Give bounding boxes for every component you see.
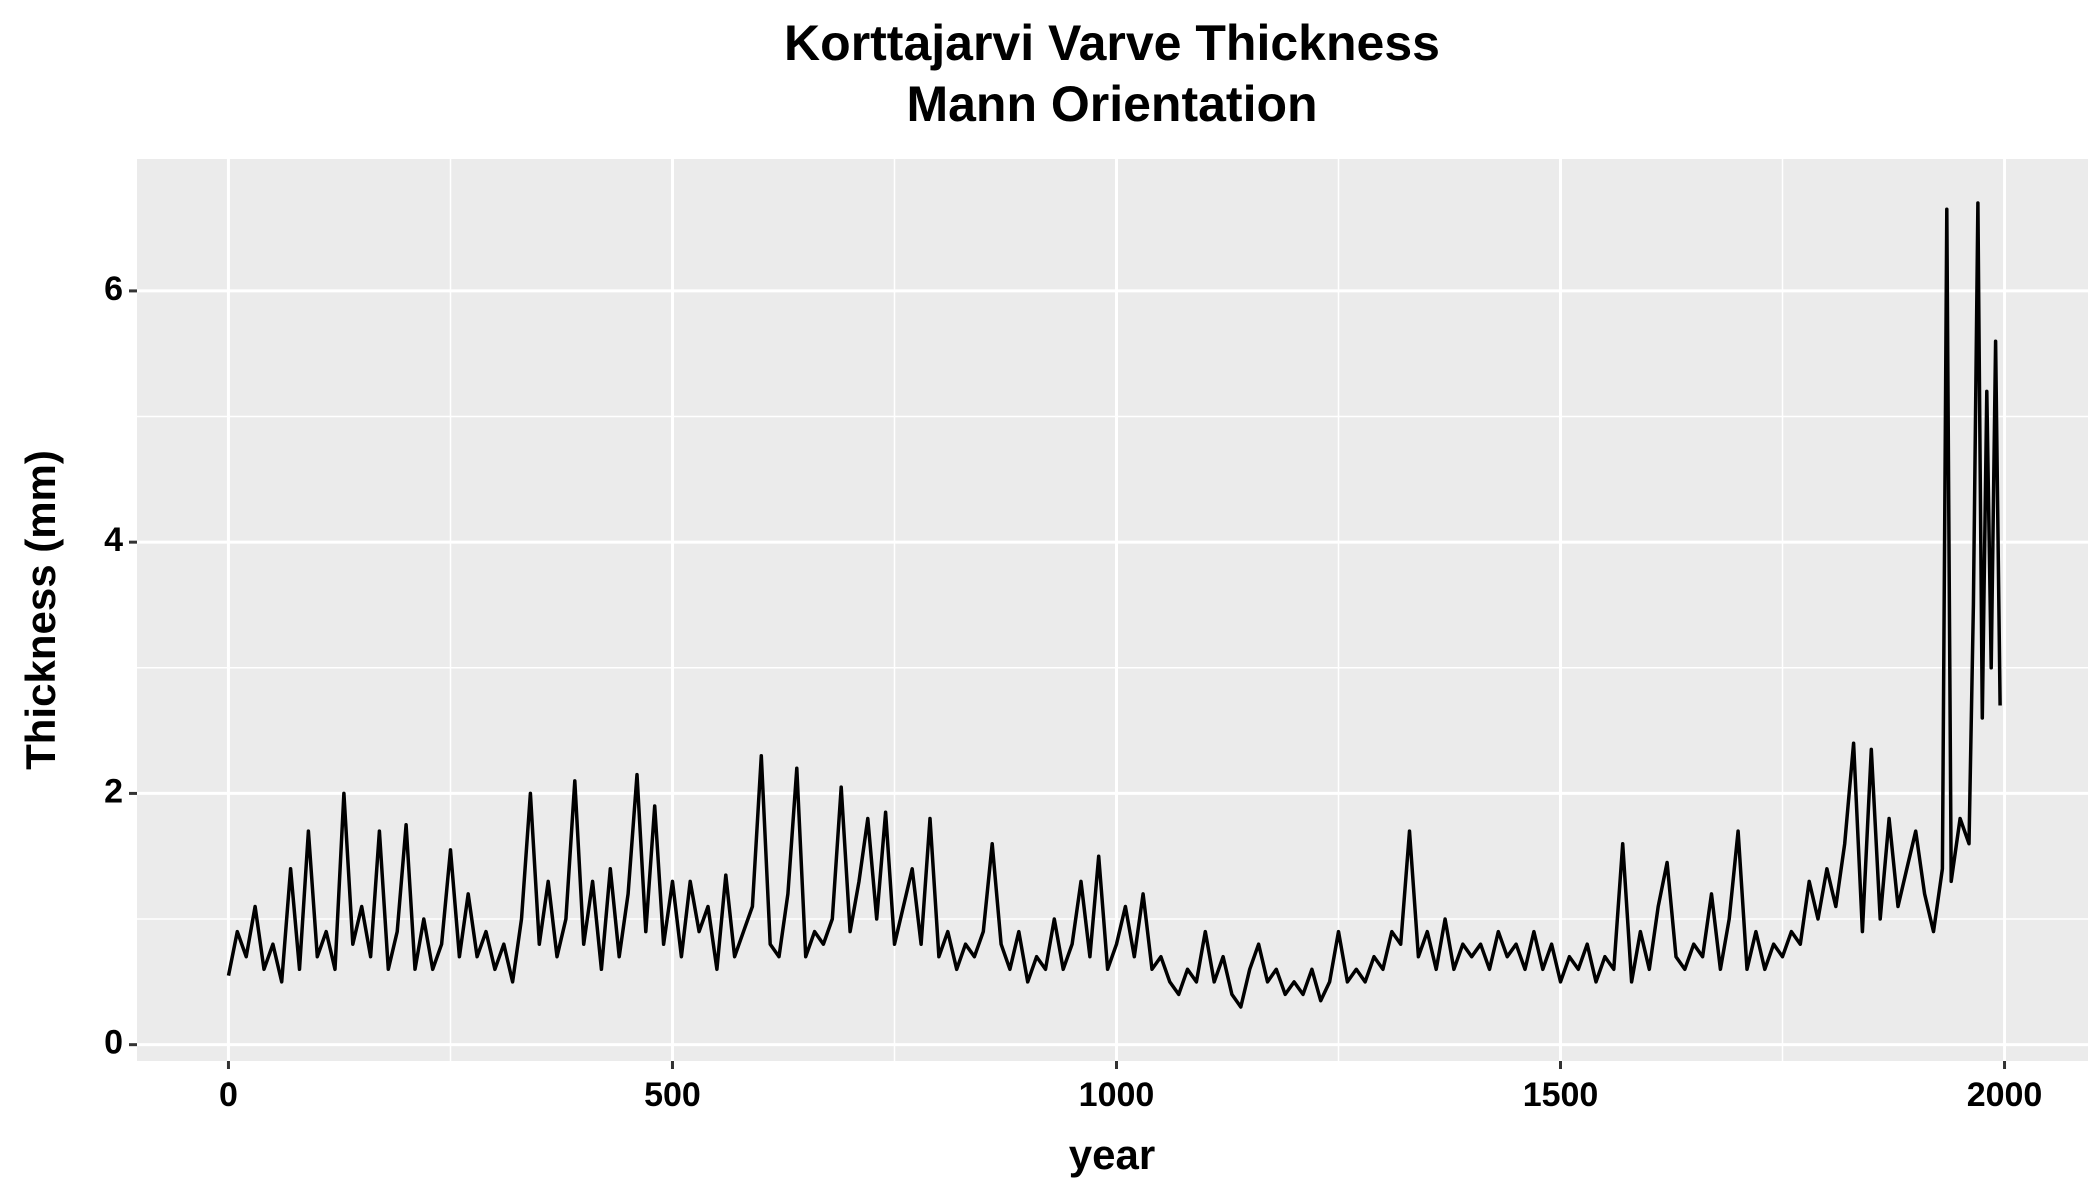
y-tick-label: 2 — [104, 772, 123, 810]
x-axis-label: year — [1069, 1131, 1155, 1178]
x-tick-label: 0 — [219, 1076, 238, 1114]
y-tick-label: 4 — [104, 521, 123, 559]
y-axis-label: Thickness (mm) — [17, 450, 64, 770]
x-tick-label: 1500 — [1523, 1076, 1599, 1114]
x-tick-label: 2000 — [1967, 1076, 2043, 1114]
panel — [137, 159, 2088, 1061]
chart-subtitle: Mann Orientation — [906, 76, 1317, 132]
y-tick-label: 6 — [104, 270, 123, 308]
chart-title: Korttajarvi Varve Thickness — [784, 15, 1440, 71]
x-tick-label: 1000 — [1079, 1076, 1155, 1114]
x-tick-label: 500 — [644, 1076, 701, 1114]
line — [226, 201, 2002, 1009]
y-tick-label: 0 — [104, 1024, 123, 1062]
